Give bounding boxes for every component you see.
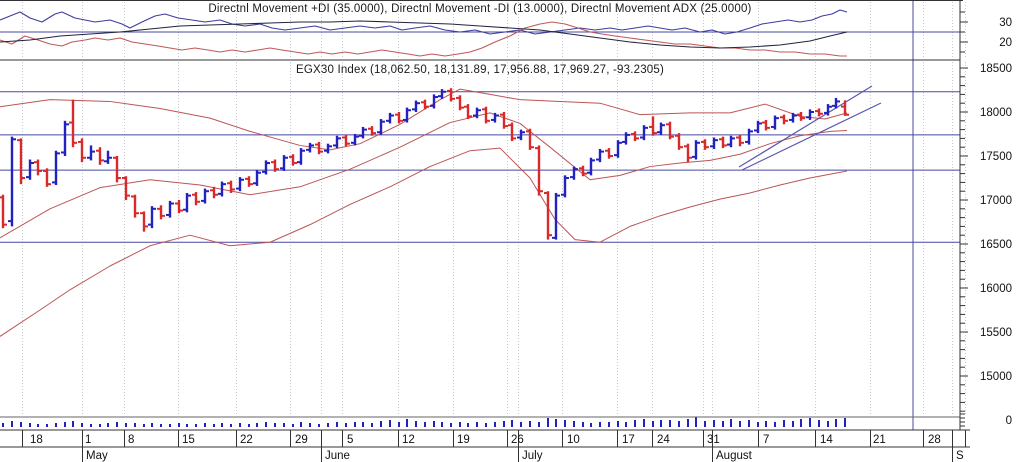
svg-text:17000: 17000 [980,195,1012,207]
svg-text:24: 24 [657,434,670,446]
svg-text:18000: 18000 [980,107,1012,119]
svg-text:15000: 15000 [980,371,1012,383]
svg-text:8: 8 [128,434,134,446]
svg-text:7: 7 [763,434,769,446]
svg-text:July: July [522,450,543,462]
svg-text:12: 12 [402,434,415,446]
svg-text:17: 17 [622,434,635,446]
date-axis-row[interactable]: 18 1 8 15 22 29 5 12 19 26 10 17 24 31 7 14 21 28 [22,430,966,447]
price-y-axis: 18500 18000 17500 17000 16500 16000 15500 15000 [960,63,1012,412]
volume-y-axis: 0 [960,413,1012,427]
indicator-y-axis: 30 20 [960,11,1012,53]
bollinger-upper-band [0,88,848,151]
svg-text:18500: 18500 [980,63,1012,75]
month-axis-row[interactable]: May June July August S [82,447,965,462]
svg-text:5: 5 [347,434,353,446]
bollinger-middle-band [0,112,848,239]
svg-text:30: 30 [999,17,1012,29]
svg-text:18: 18 [30,434,43,446]
svg-text:29: 29 [295,434,308,446]
panel-borders [0,0,970,448]
svg-text:S: S [956,450,964,462]
svg-text:15: 15 [182,434,195,446]
svg-text:May: May [86,450,108,462]
svg-text:28: 28 [928,434,941,446]
adx-line [0,20,848,49]
svg-text:1: 1 [85,434,91,446]
support-resistance-lines [0,91,960,243]
svg-text:21: 21 [873,434,886,446]
svg-text:22: 22 [240,434,253,446]
svg-text:31: 31 [707,434,720,446]
svg-text:26: 26 [511,434,524,446]
svg-text:0: 0 [1006,415,1012,427]
svg-text:19: 19 [457,434,470,446]
price-panel-title: EGX30 Index (18,062.50, 18,131.89, 17,95… [295,64,665,76]
svg-text:16000: 16000 [980,283,1012,295]
week-gridlines [22,2,966,416]
svg-text:15500: 15500 [980,327,1012,339]
indicator-panel-title: Directnl Movement +DI (35.0000), Directn… [208,3,752,15]
svg-text:August: August [716,450,753,462]
volume-bars [2,417,846,427]
trendline-channel[interactable] [738,85,882,171]
svg-text:10: 10 [567,434,580,446]
svg-text:20: 20 [999,37,1012,49]
di-plus-line [0,9,848,35]
svg-text:16500: 16500 [980,239,1012,251]
price-bars[interactable] [0,88,849,240]
svg-text:14: 14 [820,434,833,446]
bollinger-lower-band [0,147,848,337]
svg-text:June: June [325,450,350,462]
di-minus-line [0,21,847,57]
svg-text:17500: 17500 [980,151,1012,163]
